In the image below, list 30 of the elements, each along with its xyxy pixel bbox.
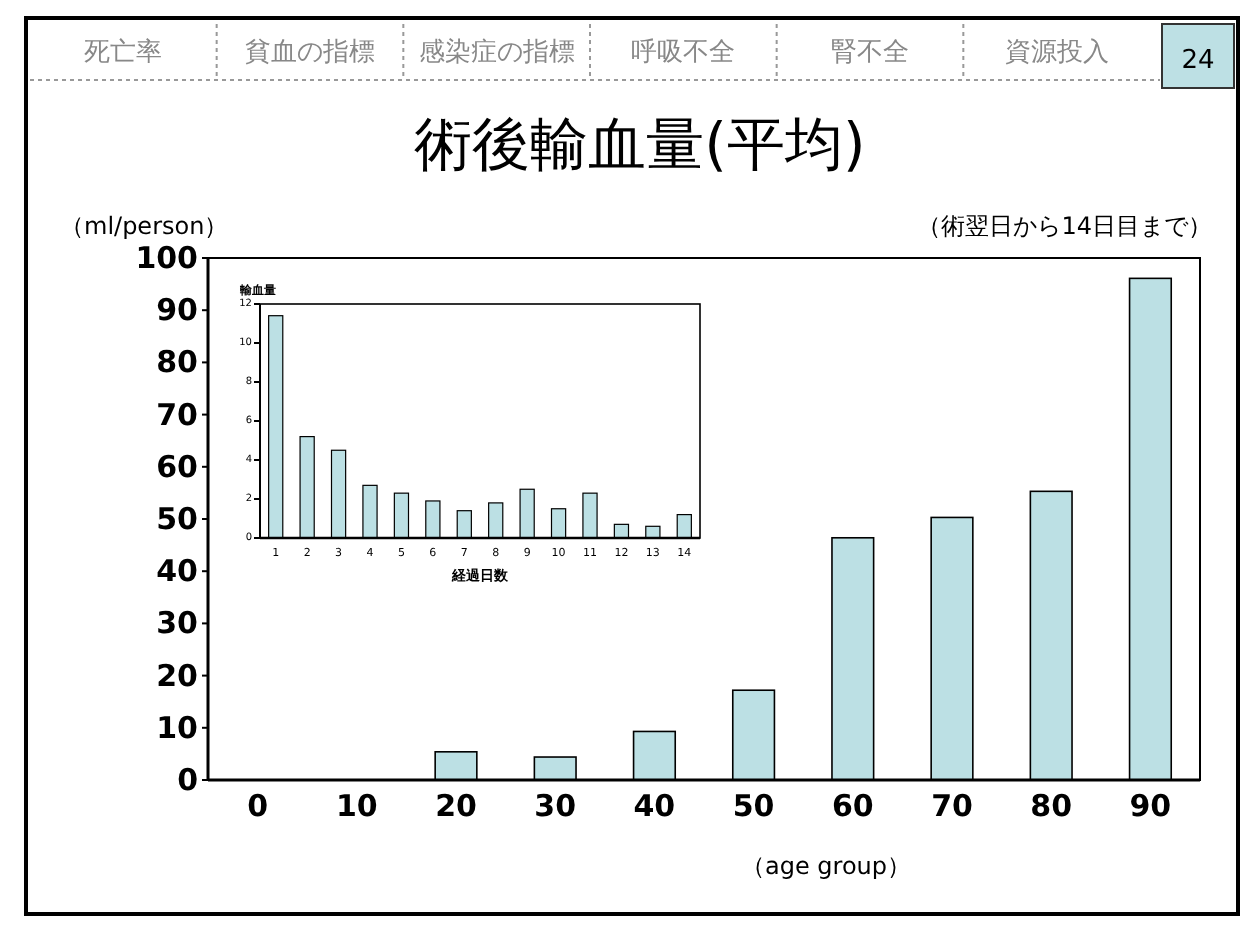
y-tick-label: 50 — [156, 501, 198, 537]
text: 24 — [1181, 46, 1215, 76]
text: 貧血の指標 — [245, 38, 375, 68]
y-tick-label: 100 — [135, 240, 198, 276]
y-tick-label: 30 — [156, 605, 198, 642]
y-tick-label: 60 — [156, 448, 198, 485]
y-tick-label: 10 — [156, 709, 198, 746]
y-axis-title: （ml/person） — [60, 212, 229, 240]
x-tick-label: 80 — [1030, 788, 1073, 824]
y-tick-label: 70 — [156, 396, 198, 433]
x-tick-label: 60 — [831, 788, 874, 824]
text: 感染症の指標 — [418, 38, 575, 68]
text: 死亡率 — [84, 36, 163, 68]
x-tick-label: 30 — [534, 788, 577, 824]
text: 資源投入 — [1004, 38, 1109, 68]
chart-title: 術後輸血量(平均) — [414, 110, 866, 178]
text: 腎不全 — [831, 38, 909, 68]
x-tick-label: 70 — [931, 788, 973, 824]
x-tick-label: 50 — [732, 788, 775, 824]
x-tick-label: 10 — [335, 788, 378, 824]
x-tick-label: 90 — [1129, 788, 1172, 824]
y-tick-label: 90 — [156, 292, 198, 329]
y-tick-label: 20 — [156, 657, 198, 694]
x-tick-label: 20 — [435, 788, 477, 824]
chart-subtitle: （術翌日から14日目まで） — [917, 212, 1212, 240]
y-tick-label: 80 — [156, 344, 198, 381]
x-axis-title: （age group） — [740, 852, 912, 880]
x-tick-label: 40 — [633, 788, 676, 824]
y-tick-label: 0 — [177, 762, 198, 798]
text: 呼吸不全 — [631, 38, 736, 68]
